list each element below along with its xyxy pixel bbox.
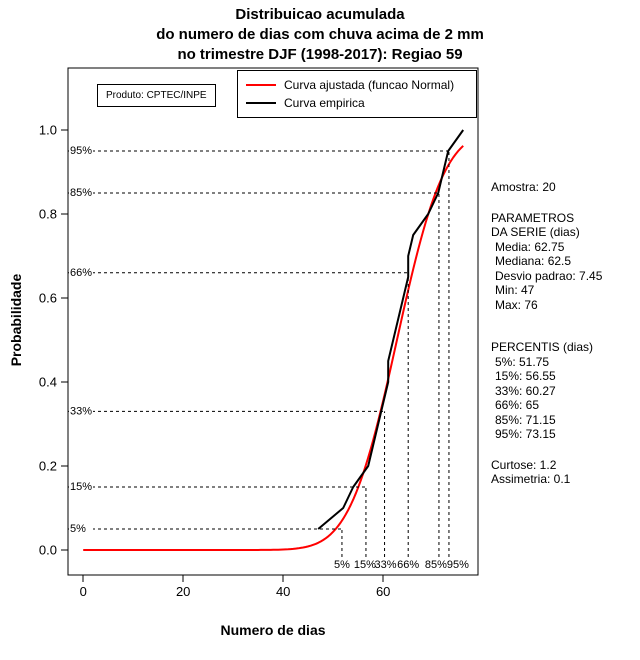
stat-media: Media: 62.75 [495, 239, 565, 254]
percentile-bottom-label: 5% [334, 559, 350, 571]
fitted-curve-swatch [246, 84, 276, 86]
y-tick-label: 0.4 [39, 375, 57, 390]
product-box: Produto: CPTEC/INPE [97, 84, 216, 107]
percentile-left-label: 33% [70, 405, 92, 417]
percentile-left-label: 5% [70, 523, 86, 535]
x-tick-label: 20 [176, 584, 190, 599]
stat-assimetria: Assimetria: 0.1 [491, 472, 571, 486]
x-axis-title: Numero de dias [220, 622, 326, 638]
percentile-left-label: 95% [70, 145, 92, 157]
x-axis: 0 20 40 60 [80, 575, 390, 599]
percentile-bottom-label: 66% [397, 559, 419, 571]
product-label: Produto: CPTEC/INPE [106, 90, 207, 101]
y-tick-label: 1.0 [39, 123, 57, 138]
y-tick-label: 0.8 [39, 207, 57, 222]
x-tick-label: 60 [376, 584, 390, 599]
percentile-bottom-label: 33% [375, 559, 397, 571]
legend-item-empirical: Curva empirica [246, 94, 468, 112]
spacer [491, 195, 639, 211]
stat-p33: 33%: 60.27 [495, 383, 556, 398]
y-tick-label: 0.0 [39, 543, 57, 558]
spacer [491, 312, 639, 340]
title-line-2: do numero de dias com chuva acima de 2 m… [156, 26, 484, 43]
empirical-curve-label: Curva empirica [284, 96, 365, 110]
empirical-curve [317, 129, 465, 530]
y-axis: 0.0 0.2 0.4 0.6 0.8 1.0 [39, 123, 68, 558]
y-axis-title: Probabilidade [8, 273, 24, 367]
stat-min: Min: 47 [495, 283, 535, 297]
stat-mediana: Mediana: 62.5 [495, 254, 572, 268]
stat-curtose: Curtose: 1.2 [491, 457, 557, 472]
percentile-left-label: 15% [70, 481, 92, 493]
spacer [491, 442, 639, 458]
percentile-left-label: 66% [70, 267, 92, 279]
y-tick-label: 0.2 [39, 459, 57, 474]
y-tick-label: 0.6 [39, 291, 57, 306]
stat-params-header-1: PARAMETROS [491, 210, 575, 225]
x-tick-label: 40 [276, 584, 290, 599]
percentile-left-label: 85% [70, 187, 92, 199]
empirical-curve-swatch [246, 102, 276, 104]
fitted-curve-label: Curva ajustada (funcao Normal) [284, 78, 455, 92]
stats-panel: Amostra: 20 PARAMETROS DA SERIE (dias) M… [491, 180, 639, 487]
stat-p15: 15%: 56.55 [495, 369, 556, 383]
title-line-3: no trimestre DJF (1998-2017): Regiao 59 [177, 46, 463, 63]
stat-p5: 5%: 51.75 [495, 354, 550, 369]
figure-title: Distribuicao acumulada do numero de dias… [0, 5, 640, 65]
legend-box: Curva ajustada (funcao Normal) Curva emp… [237, 70, 477, 118]
fitted-curve [83, 145, 464, 551]
stat-desvio: Desvio padrao: 7.45 [495, 268, 603, 283]
stat-percentis-header: PERCENTIS (dias) [491, 340, 594, 354]
stat-max: Max: 76 [495, 297, 538, 312]
stat-amostra: Amostra: 20 [491, 180, 556, 194]
stat-p85: 85%: 71.15 [495, 412, 556, 427]
title-line-1: Distribuicao acumulada [235, 6, 405, 23]
stat-params-header-2: DA SERIE (dias) [491, 225, 580, 239]
stat-p66: 66%: 65 [495, 398, 540, 412]
percentile-bottom-label: 85% [425, 559, 447, 571]
percentile-bottom-label: 95% [447, 559, 469, 571]
stat-p95: 95%: 73.15 [495, 427, 556, 441]
percentile-bottom-label: 15% [354, 559, 376, 571]
percentile-guides: 5%5%15%15%33%33%66%66%85%85%95%95% [68, 145, 469, 571]
plot-border [67, 67, 479, 576]
legend-item-fitted: Curva ajustada (funcao Normal) [246, 76, 468, 94]
x-tick-label: 0 [80, 584, 87, 599]
